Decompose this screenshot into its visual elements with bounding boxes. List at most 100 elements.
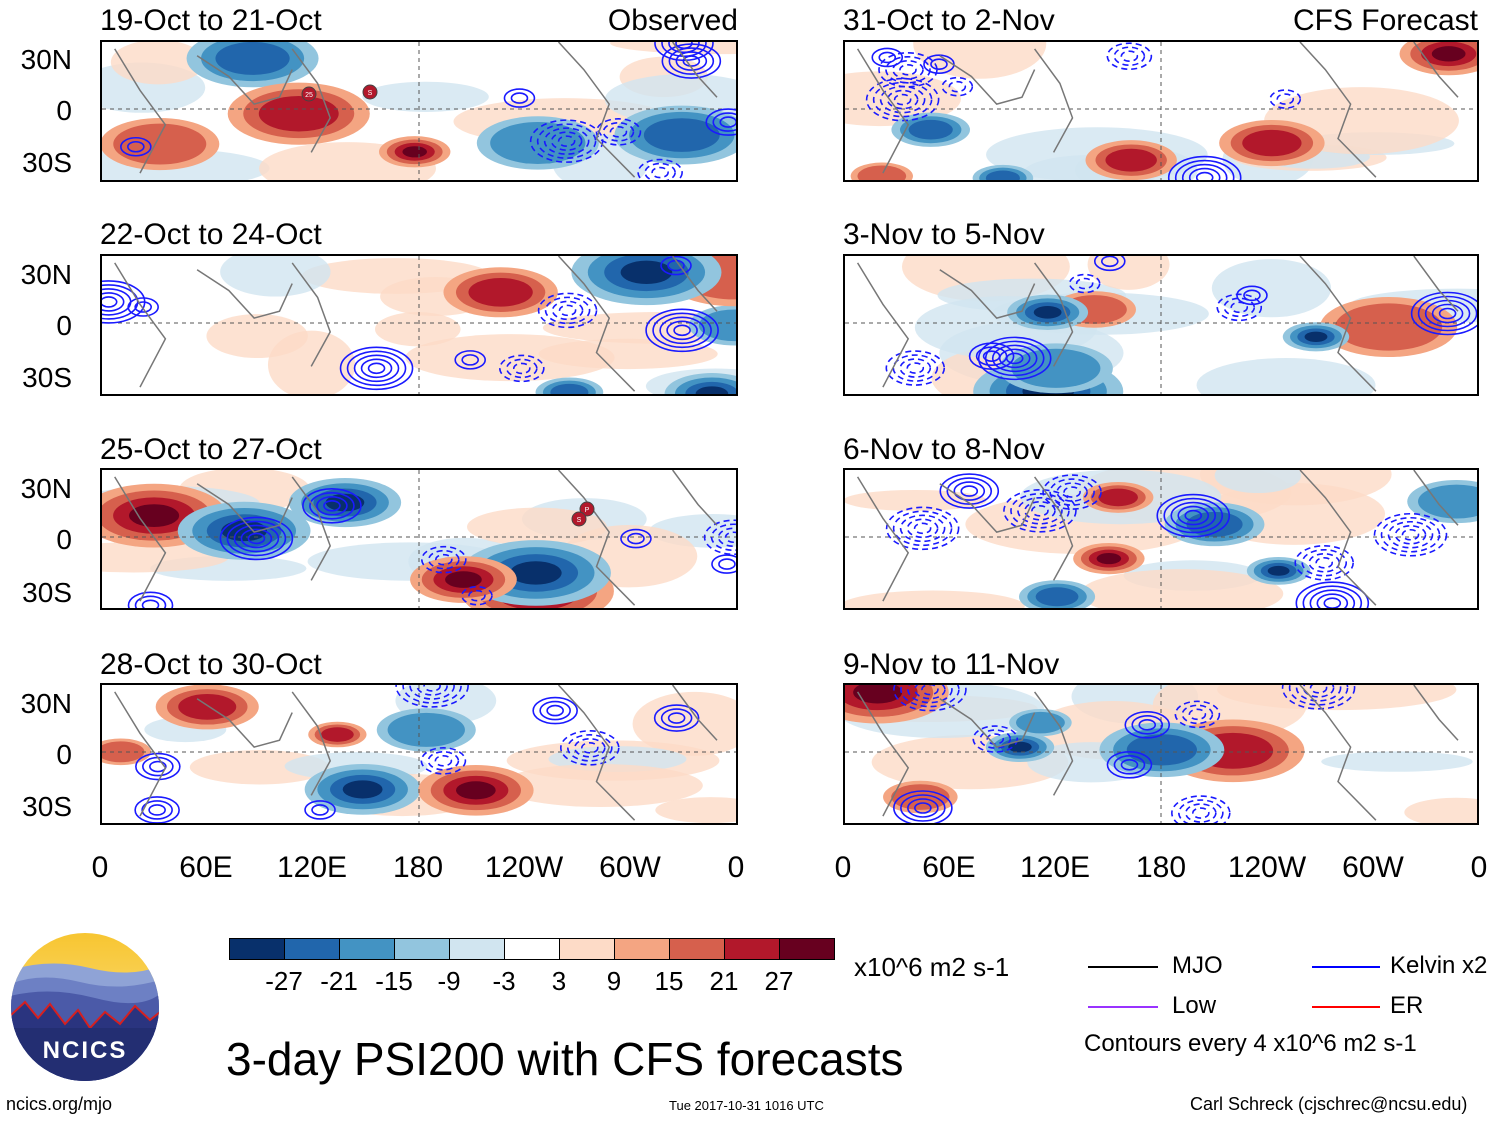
kelvin-contour [1163,497,1224,534]
kelvin-contour [1276,93,1295,105]
kelvin-contour [982,350,1001,362]
kelvin-contour [102,292,125,312]
panel-title-left-2: 22-Oct to 24-Oct [100,218,322,251]
anomaly-shading [110,42,206,85]
kelvin-contour [711,554,736,574]
kelvin-contour [134,796,180,823]
kelvin-contour [1124,711,1171,739]
panel-title-left-1: 19-Oct to 21-Oct [100,4,322,37]
kelvin-contour [1309,685,1328,694]
kelvin-contour [1236,285,1268,306]
ncics-logo: NCICS [10,932,160,1082]
anomaly-shading [1242,129,1302,157]
coastline [856,691,910,817]
y-tick-30s: 30S [22,362,72,393]
y-tick-0: 0 [56,524,72,555]
colorbar-label: -9 [437,966,461,996]
kelvin-contour [1174,159,1235,180]
footer-timestamp: Tue 2017-10-31 1016 UTC [669,1098,824,1113]
anomaly-shading [1008,741,1032,753]
coastline [291,476,332,581]
kelvin-contour [975,346,1008,366]
kelvin-contour [539,700,571,721]
kelvin-contour [1188,708,1207,721]
anomaly-shading [643,118,720,152]
anomaly-shading [1035,587,1079,607]
kelvin-contour [1181,704,1214,725]
colorbar-label: 9 [606,966,622,996]
anomaly-shading [1087,256,1170,290]
mjo-legend-line [1088,966,1158,968]
kelvin-contour [543,127,590,155]
y-tick-30s: 30S [22,791,72,822]
map-panel-left-4 [100,683,738,825]
kelvin-contour [653,704,700,732]
kelvin-contour [1281,685,1356,710]
colorbar-units: x10^6 m2 s-1 [854,952,1010,982]
kelvin-contour [906,518,939,539]
kelvin-contour [872,81,933,118]
anomaly-shading [1304,331,1328,342]
main-title: 3-day PSI200 with CFS forecasts [226,1033,904,1085]
anomaly-shading [1418,484,1477,519]
kelvin-contour [1042,474,1102,510]
kelvin-contour [1216,293,1263,322]
kelvin-contour [544,296,591,325]
kelvin-contour [454,350,486,370]
kelvin-contour [991,344,1038,373]
map-panel-left-2 [100,254,738,396]
kelvin-contour [979,729,1012,749]
anomaly-shading [620,260,673,285]
kelvin-contour [468,589,486,602]
anomaly-shading [189,750,329,785]
kelvin-contour [906,362,925,374]
colorbar-label: 21 [709,966,739,996]
kelvin-contour [226,520,287,557]
kelvin-contour [960,485,979,497]
coastline [291,48,332,153]
kelvin-contour [668,47,715,75]
kelvin-contour [1309,589,1356,608]
colorbar-swatch [449,938,505,960]
anomaly-shading [1096,553,1122,565]
y-tick-0: 0 [56,95,72,126]
coastline [1299,256,1377,392]
kelvin-contour [1068,273,1101,294]
coastline [114,262,167,388]
kelvin-contour [558,304,577,317]
storm-marker-label: S [368,90,373,97]
y-tick-30n: 30N [20,44,72,75]
y-tick-0: 0 [56,739,72,770]
coastline [1033,48,1074,153]
footer-url: ncics.org/mjo [6,1094,113,1114]
observed-header: Observed [607,4,738,37]
kelvin-contour [893,685,967,712]
kelvin-contour [644,162,676,180]
coastline [1413,470,1459,526]
map-canvas [845,256,1477,394]
kelvin-contour [968,342,1015,370]
anomaly-shading [1211,259,1332,318]
kelvin-contour [1181,163,1228,180]
panel-title-right-4: 9-Nov to 11-Nov [843,648,1060,681]
kelvin-contour [885,350,946,386]
kelvin-contour [141,599,160,608]
coastline [1033,476,1074,581]
kelvin-contour [907,685,953,704]
anomaly-shading [550,383,589,394]
panel-title-left-3: 25-Oct to 27-Oct [100,433,322,466]
kelvin-contour [1100,256,1119,268]
map-canvas [845,470,1477,608]
map-panel-left-1 [100,40,738,182]
coastline [671,685,718,741]
kelvin-contour [1093,256,1126,272]
kelvin-contour [323,499,341,512]
kelvin-contour [602,122,635,142]
kelvin-contour [1288,685,1349,706]
colorbar-swatch [339,938,395,960]
coastline [557,470,636,606]
kelvin-contour [1295,581,1370,608]
kelvin-contour [1178,799,1224,823]
anomaly-shading [206,314,308,359]
kelvin-contour [346,350,407,387]
